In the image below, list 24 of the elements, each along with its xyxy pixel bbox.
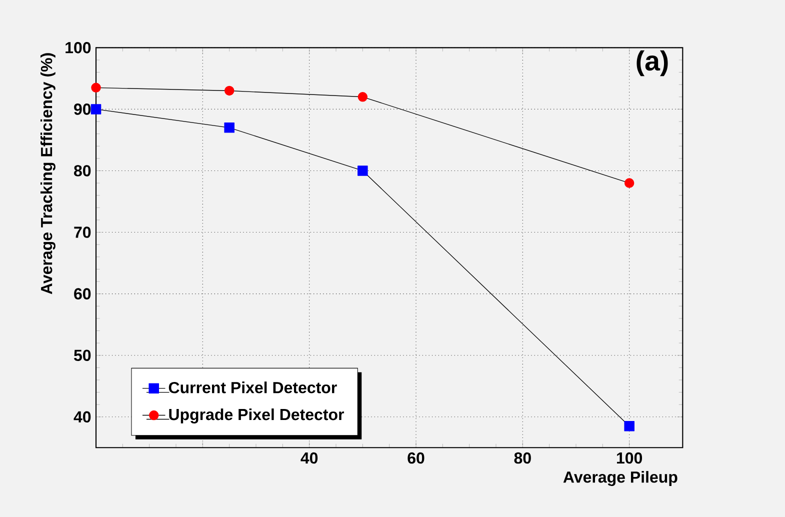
y-tick-label: 70 <box>74 226 91 238</box>
x-tick-label: 80 <box>514 452 531 464</box>
point <box>224 86 234 96</box>
point <box>90 104 102 114</box>
legend-label: Current Pixel Detector <box>168 382 337 394</box>
y-tick-label: 90 <box>74 104 91 115</box>
point <box>358 92 368 102</box>
y-tick-label: 40 <box>74 411 91 423</box>
legend-label: Upgrade Pixel Detector <box>169 408 344 424</box>
x-tick-label: 40 <box>300 452 318 464</box>
y-tick-label: 50 <box>74 350 91 361</box>
point <box>624 178 634 188</box>
x-tick-label: 60 <box>408 452 424 464</box>
y-tick-label: 60 <box>74 288 91 300</box>
point <box>91 82 101 93</box>
chart-title: (a) <box>636 50 668 76</box>
y-tick-label: 100 <box>66 42 91 54</box>
point <box>224 122 234 133</box>
x-axis-title: Average Pileup <box>563 471 678 486</box>
point <box>624 420 634 432</box>
x-tick-label: 100 <box>616 452 642 464</box>
y-axis-title: Average Tracking Efficiency (%) <box>40 53 56 294</box>
y-tick-label: 80 <box>74 165 91 176</box>
point <box>358 166 368 176</box>
